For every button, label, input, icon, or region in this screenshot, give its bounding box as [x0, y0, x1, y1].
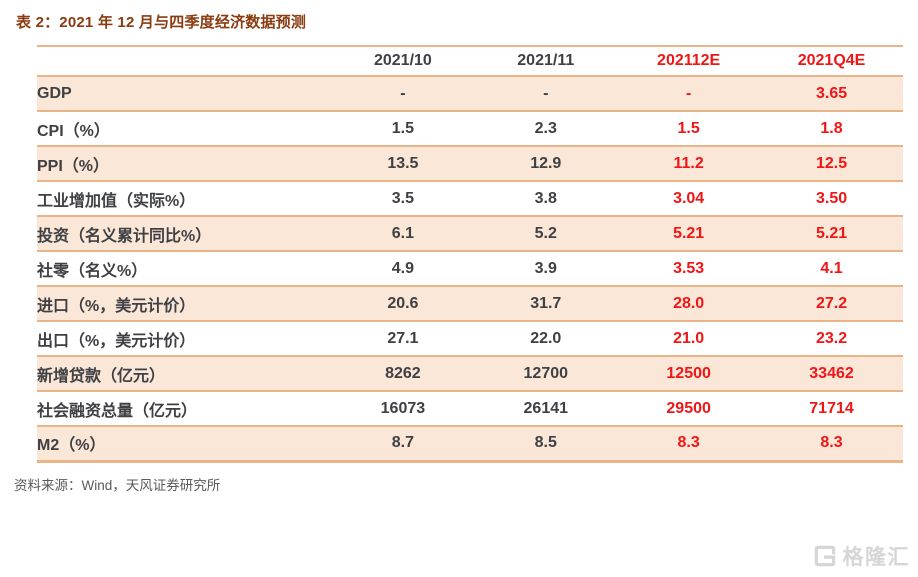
- cell: 16073: [380, 399, 426, 417]
- header-row: 2021/10 2021/11 202112E 2021Q4E: [37, 46, 903, 76]
- cell: 71714: [809, 399, 854, 417]
- cell: 5.2: [534, 224, 557, 242]
- cell: 12.9: [530, 154, 562, 172]
- cell: 11.2: [673, 154, 704, 172]
- row-label: PPI（%）: [37, 157, 110, 175]
- cell: 8.7: [391, 434, 415, 452]
- cell: 26141: [523, 399, 569, 417]
- cell: 29500: [666, 399, 711, 417]
- row-label: GDP: [37, 84, 72, 102]
- table-row-industrial-output: 工业增加值（实际%） 3.5 3.8 3.04 3.50: [37, 181, 903, 216]
- cell: 1.8: [820, 119, 843, 137]
- cell: 27.2: [815, 294, 848, 312]
- cell: 3.8: [534, 189, 557, 207]
- cell: 8.5: [534, 434, 557, 452]
- cell: 8.3: [677, 434, 700, 452]
- table-row-cpi: CPI（%） 1.5 2.3 1.5 1.8: [37, 111, 903, 146]
- row-label: 社零（名义%）: [37, 262, 148, 280]
- column-header-2021-11: 2021/11: [517, 52, 575, 69]
- table-row-total-social-financing: 社会融资总量（亿元） 16073 26141 29500 71714: [37, 391, 903, 426]
- table-row-retail-sales: 社零（名义%） 4.9 3.9 3.53 4.1: [37, 251, 903, 286]
- cell: 23.2: [815, 329, 848, 347]
- cell: 2.3: [534, 119, 557, 137]
- table-row-new-loans: 新增贷款（亿元） 8262 12700 12500 33462: [37, 356, 903, 391]
- gelonghui-logo-text: 格隆汇: [842, 546, 910, 569]
- report-table-page: 表 2：2021 年 12 月与四季度经济数据预测 2021/10 2021/1…: [0, 11, 918, 569]
- cell: -: [543, 84, 549, 102]
- gelonghui-watermark: 格隆汇: [812, 541, 911, 571]
- cell: 1.5: [677, 119, 700, 137]
- cell: 3.5: [391, 189, 415, 207]
- cell: 5.21: [673, 224, 705, 242]
- cell: 4.1: [820, 259, 843, 277]
- row-label: 投资（名义累计同比%）: [37, 227, 212, 245]
- row-label: M2（%）: [37, 437, 106, 455]
- header-corner-cell: [37, 46, 331, 76]
- cell: 31.7: [530, 294, 562, 312]
- cell: 6.1: [391, 224, 415, 242]
- row-label: 工业增加值（实际%）: [37, 192, 196, 210]
- cell: 3.9: [534, 259, 557, 277]
- row-label: 出口（%，美元计价）: [37, 332, 196, 350]
- cell: 3.04: [673, 189, 705, 207]
- cell: 22.0: [530, 329, 562, 347]
- cell: 12500: [666, 364, 711, 382]
- cell: 28.0: [673, 294, 705, 312]
- table-row-investment: 投资（名义累计同比%） 6.1 5.2 5.21 5.21: [37, 216, 903, 251]
- table-title: 表 2：2021 年 12 月与四季度经济数据预测: [16, 14, 307, 31]
- cell: 33462: [809, 364, 854, 382]
- cell: 12.5: [815, 154, 848, 172]
- cell: -: [685, 84, 692, 102]
- cell: 12700: [523, 364, 569, 382]
- gelonghui-logo-icon: [812, 543, 838, 569]
- cell: 8262: [385, 364, 421, 382]
- data-source-note: 资料来源：Wind，天风证券研究所: [14, 477, 221, 493]
- cell: -: [400, 84, 406, 102]
- cell: 3.50: [815, 189, 848, 207]
- cell: 1.5: [391, 119, 415, 137]
- cell: 3.65: [815, 84, 848, 102]
- table-row-m2: M2（%） 8.7 8.5 8.3 8.3: [37, 426, 903, 461]
- cell: 3.53: [673, 259, 705, 277]
- cell: 13.5: [387, 154, 419, 172]
- column-header-2021-10: 2021/10: [373, 52, 432, 69]
- row-label: 社会融资总量（亿元）: [37, 402, 198, 420]
- cell: 5.21: [815, 224, 848, 242]
- table-row-gdp: GDP - - - 3.65: [37, 76, 903, 111]
- cell: 8.3: [820, 434, 843, 452]
- column-header-202112E: 202112E: [657, 52, 721, 69]
- row-label: 进口（%，美元计价）: [37, 297, 196, 315]
- economic-forecast-table: 2021/10 2021/11 202112E 2021Q4E GDP - - …: [37, 45, 903, 463]
- table-row-imports: 进口（%，美元计价） 20.6 31.7 28.0 27.2: [37, 286, 903, 321]
- table-row-ppi: PPI（%） 13.5 12.9 11.2 12.5: [37, 146, 903, 181]
- row-label: 新增贷款（亿元）: [37, 367, 166, 385]
- table-row-exports: 出口（%，美元计价） 27.1 22.0 21.0 23.2: [37, 321, 903, 356]
- column-header-2021Q4E: 2021Q4E: [797, 52, 866, 69]
- cell: 27.1: [387, 329, 419, 347]
- cell: 21.0: [673, 329, 705, 347]
- row-label: CPI（%）: [37, 122, 110, 140]
- cell: 4.9: [391, 259, 415, 277]
- cell: 20.6: [387, 294, 419, 312]
